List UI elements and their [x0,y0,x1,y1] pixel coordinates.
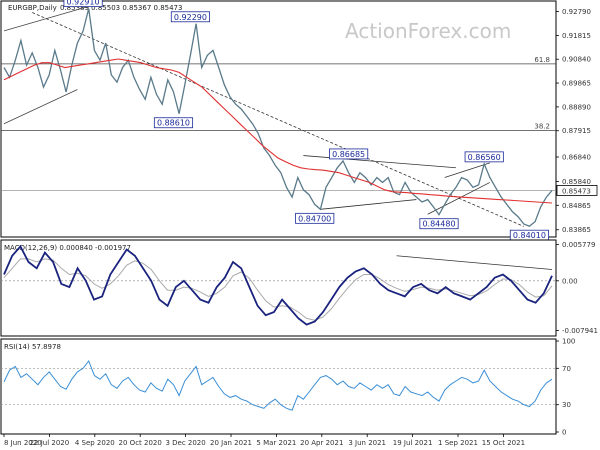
price-annotation-box [464,151,504,163]
price-annotation-label: 0.84480 [422,220,455,229]
price-annotation-label: 0.86685 [332,150,365,159]
price-tick-label: 0.89865 [562,80,591,88]
price-annotations: 0.92910 0.92290 0.88610 0.84700 0.86685 0.865… [63,0,549,241]
x-tick-label: 20 Oct 2020 [119,439,162,447]
macd-panel: MACD(12,26,9) 0.000840 -0.001977 0.00577… [0,239,598,337]
price-annotation-box [295,212,335,224]
x-tick-label: 1 Sep 2021 [438,439,478,447]
price-tick-label: 0.92790 [562,8,591,16]
price-panel: EURGBP,Daily 0.85389 0.85503 0.85367 0.8… [0,0,598,241]
ohlc-header: 0.85389 0.85503 0.85367 0.85473 [60,4,182,12]
price-line [3,8,553,227]
flag-upper-line [444,162,490,178]
price-annotation-label: 0.92290 [174,13,207,22]
instrument-label: EURGBP,Daily [8,4,57,12]
rsi-tick-label: 0 [562,429,566,437]
macd-panel-frame [0,239,557,337]
rsi-series [1,359,556,411]
price-annotation-label: 0.86560 [468,153,501,162]
triangle-upper-line [303,155,456,169]
x-tick-label: 3 Dec 2020 [165,439,205,447]
price-annotation-label: 0.84010 [513,231,546,240]
macd-divergence-line [396,255,553,270]
lower-channel-line [3,89,78,125]
macd-series [1,244,556,326]
macd-line [3,244,553,326]
rsi-tick-label: 70 [562,365,571,373]
fib-level-label: 38.2 [534,123,550,131]
price-annotation-box [153,117,194,129]
price-annotation-label: 0.92910 [67,0,100,7]
x-tick-label: 5 Mar 2021 [256,439,296,447]
triangle-lower-line [320,199,417,210]
moving-average-line [3,58,553,204]
x-tick-label: 19 Jul 2021 [393,439,433,447]
flag-lower-line [427,182,491,215]
rsi-panel: RSI(14) 57.8978 100 70 30 0 [0,338,575,437]
price-tick-label: 0.86840 [562,154,591,162]
price-tick-label: 0.84865 [562,202,591,210]
price-tick-label: 0.87915 [562,127,591,135]
price-series [3,8,553,227]
price-tick-label: 0.90840 [562,56,591,64]
macd-y-axis: 0.005779 0.00 -0.007941 [556,241,598,335]
x-tick-label: 20 Apr 2021 [300,439,343,447]
x-tick-label: 20 Jan 2021 [210,439,252,447]
rsi-line [3,359,553,411]
macd-tick-label: 0.005779 [562,241,595,249]
x-tick-label: 15 Oct 2021 [482,439,525,447]
price-annotation-box [170,11,210,23]
macd-tick-label: -0.007941 [562,327,598,335]
rsi-label: RSI(14) 57.8978 [4,343,61,351]
rsi-tick-label: 100 [562,338,575,346]
rsi-panel-frame [0,338,557,435]
price-annotation-label: 0.84700 [298,214,331,223]
last-price-box [556,185,598,196]
fib-level-label: 61.8 [534,56,550,64]
x-tick-label: 4 Sep 2020 [75,439,115,447]
x-tick-label: 8 Jun 2020 [4,439,42,447]
price-annotation-label: 0.88610 [157,119,190,128]
falling-trendline [32,12,524,227]
rsi-tick-label: 30 [562,401,571,409]
rsi-y-axis: 100 70 30 0 [556,338,575,437]
price-tick-label: 0.88890 [562,103,591,111]
price-annotation-box [329,148,369,160]
price-tick-label: 0.85840 [562,178,591,186]
x-tick-label: 3 Jun 2021 [348,439,386,447]
price-tick-label: 0.83865 [562,226,591,234]
watermark: ActionForex.com [345,19,511,43]
macd-tick-label: 0.00 [562,277,578,285]
x-tick-label: 22 Jul 2020 [30,439,70,447]
price-annotation-box [419,218,459,230]
macd-label: MACD(12,26,9) 0.000840 -0.001977 [4,244,131,252]
last-price-label: 0.85473 [562,187,591,195]
fib-levels: 61.8 38.2 [1,56,556,191]
trendlines [3,6,524,227]
price-y-axis: 0.92790 0.91815 0.90840 0.89865 0.88890 0.879… [556,8,598,234]
price-tick-label: 0.91815 [562,32,591,40]
price-annotation-box [63,0,103,8]
